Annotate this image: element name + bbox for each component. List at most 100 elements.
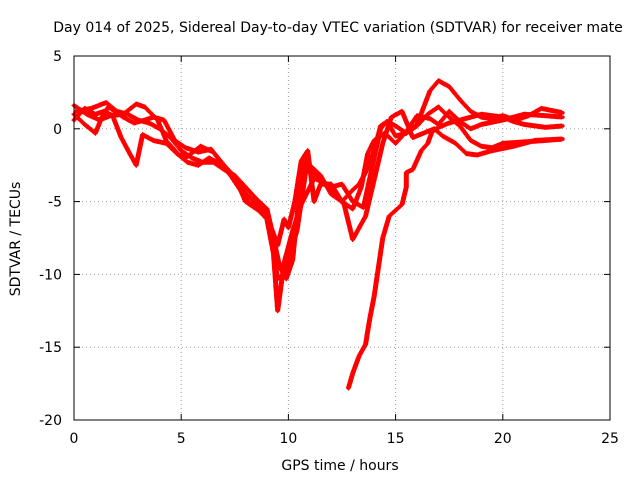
data-point xyxy=(284,276,289,281)
data-point xyxy=(256,208,261,213)
data-point xyxy=(543,125,548,130)
series-track-4 xyxy=(71,105,565,314)
data-point xyxy=(275,309,280,313)
data-point xyxy=(361,205,366,210)
data-point xyxy=(151,138,156,143)
data-point xyxy=(196,163,201,167)
data-point xyxy=(430,129,434,134)
data-point xyxy=(511,144,516,149)
data-point xyxy=(243,185,248,189)
data-point xyxy=(447,84,452,89)
data-point xyxy=(151,115,156,119)
data-point xyxy=(410,135,415,140)
data-point xyxy=(458,124,462,128)
data-point xyxy=(350,188,355,192)
data-point xyxy=(82,122,87,127)
data-point xyxy=(428,89,432,93)
data-point xyxy=(329,182,334,186)
series-layer xyxy=(71,78,565,391)
data-point xyxy=(372,294,376,299)
data-point xyxy=(303,170,308,175)
y-tick-label: -15 xyxy=(39,340,62,356)
data-point xyxy=(209,147,214,151)
data-point xyxy=(282,217,286,221)
data-point xyxy=(561,137,565,141)
data-point xyxy=(501,115,505,119)
chart-title: Day 014 of 2025, Sidereal Day-to-day VTE… xyxy=(53,20,623,36)
data-point xyxy=(102,109,106,114)
data-point xyxy=(400,202,404,207)
data-point xyxy=(100,115,104,119)
data-point xyxy=(393,134,398,138)
data-point xyxy=(275,243,280,248)
series-track-3 xyxy=(71,104,565,248)
data-point xyxy=(278,265,282,269)
data-point xyxy=(286,226,291,230)
data-point xyxy=(265,217,269,221)
data-point xyxy=(522,122,527,127)
data-point xyxy=(346,386,351,390)
x-axis-label: GPS time / hours xyxy=(281,458,398,474)
data-point xyxy=(172,138,177,143)
data-point xyxy=(175,151,179,156)
y-tick-label: -20 xyxy=(39,413,62,429)
data-point xyxy=(410,167,415,172)
data-point xyxy=(271,250,276,255)
data-point xyxy=(350,207,355,211)
data-point xyxy=(121,115,126,119)
data-point xyxy=(329,188,334,192)
data-point xyxy=(196,150,201,154)
data-point xyxy=(415,122,419,127)
data-point xyxy=(198,144,203,149)
data-point xyxy=(368,316,372,320)
data-point xyxy=(376,265,381,269)
data-point xyxy=(372,148,376,153)
y-tick-label: -5 xyxy=(48,195,62,211)
data-point xyxy=(299,159,304,163)
data-point xyxy=(475,153,479,157)
data-point xyxy=(93,112,98,117)
data-point xyxy=(425,141,430,146)
data-point xyxy=(359,185,364,189)
data-point xyxy=(82,106,87,111)
data-point xyxy=(85,112,89,117)
data-point xyxy=(104,100,108,105)
data-point xyxy=(479,112,484,117)
data-point xyxy=(305,148,310,153)
data-point xyxy=(350,237,355,242)
data-point xyxy=(185,160,190,165)
data-point xyxy=(162,118,166,122)
data-point xyxy=(318,173,323,178)
data-point xyxy=(183,145,188,150)
y-tick-label: -10 xyxy=(39,267,62,283)
data-point xyxy=(539,106,544,111)
data-point xyxy=(357,354,361,358)
plot-frame xyxy=(73,55,611,421)
data-point xyxy=(179,148,183,153)
data-point xyxy=(453,141,458,146)
data-point xyxy=(404,185,409,189)
data-point xyxy=(282,260,286,265)
data-point xyxy=(312,199,316,204)
data-point xyxy=(119,135,123,140)
data-point xyxy=(436,78,441,83)
x-tick-label: 0 xyxy=(70,431,79,447)
x-tick-label: 20 xyxy=(494,431,512,447)
data-point xyxy=(425,112,430,117)
data-point xyxy=(106,105,111,109)
data-point xyxy=(380,141,385,146)
data-point xyxy=(185,154,190,159)
data-point xyxy=(350,371,355,376)
data-point xyxy=(479,122,484,127)
data-point xyxy=(363,214,368,218)
data-point xyxy=(561,124,565,128)
data-point xyxy=(561,115,565,119)
x-tick-label: 15 xyxy=(387,431,405,447)
data-point xyxy=(393,124,398,128)
data-point xyxy=(419,148,424,153)
data-point xyxy=(378,124,383,128)
data-point xyxy=(393,141,398,146)
data-point xyxy=(293,199,297,204)
y-tick-label: 0 xyxy=(53,122,62,138)
data-point xyxy=(447,121,452,125)
